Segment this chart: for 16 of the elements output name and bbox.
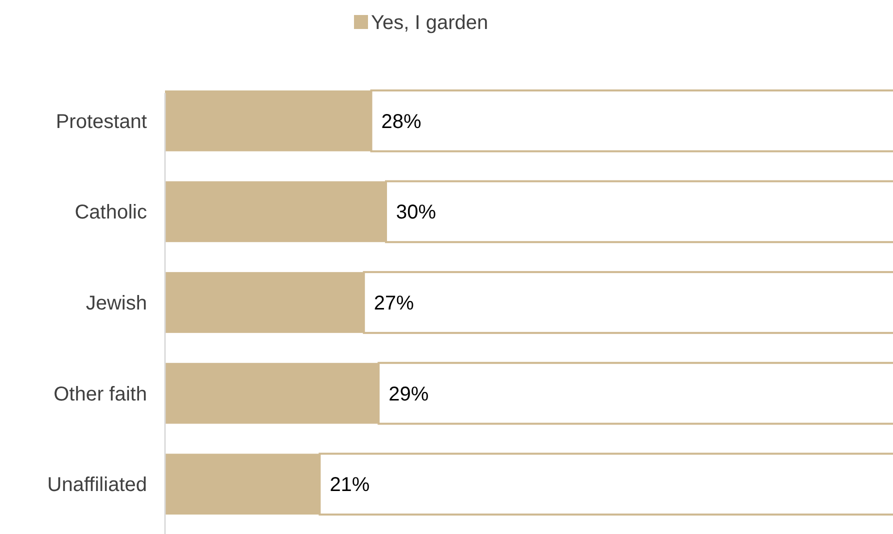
y-tick-label: Unaffiliated: [47, 474, 147, 496]
data-label: 30%: [396, 202, 436, 224]
y-tick-label: Other faith: [54, 383, 147, 406]
data-label: 29%: [388, 383, 429, 406]
bar: [165, 454, 320, 515]
y-tick-label: Protestant: [56, 110, 148, 133]
legend-label: Yes, I garden: [371, 12, 488, 34]
bar: [165, 90, 372, 152]
data-label: 28%: [381, 110, 422, 133]
bar: [165, 272, 364, 333]
bar: [165, 181, 386, 242]
y-tick-label: Catholic: [74, 202, 147, 224]
y-tick-label: Jewish: [86, 292, 147, 314]
data-label: 21%: [330, 474, 370, 496]
bar: [165, 362, 379, 424]
data-label: 27%: [374, 292, 414, 314]
